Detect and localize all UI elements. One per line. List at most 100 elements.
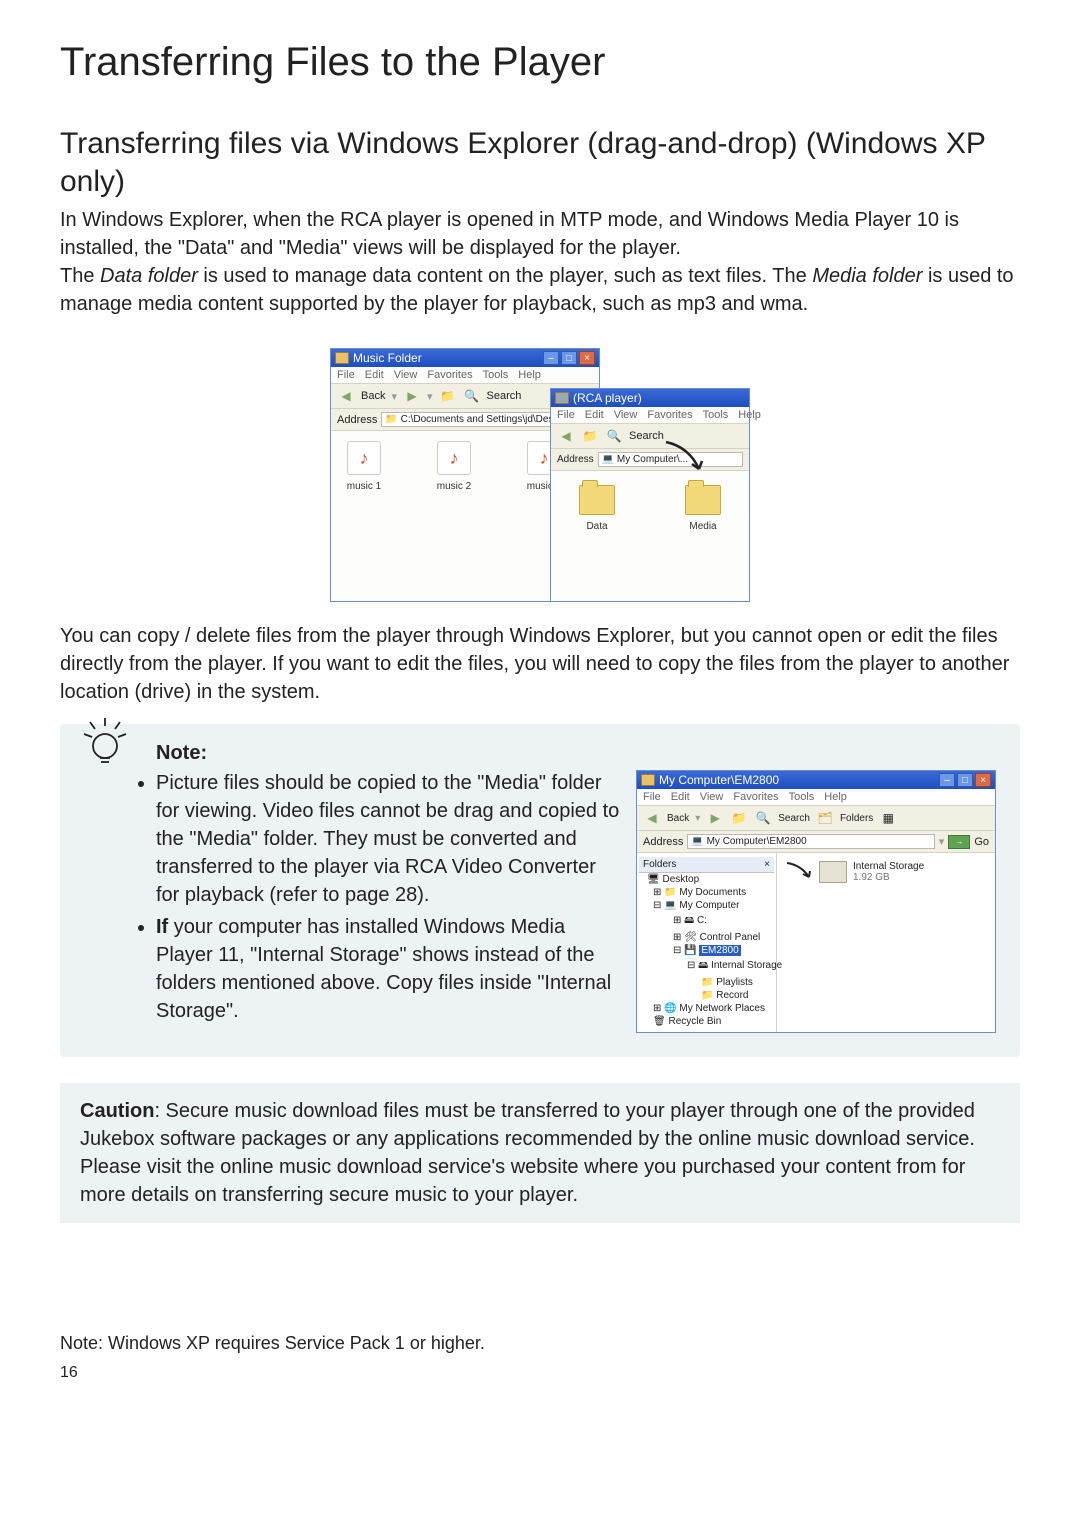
window-title: My Computer\EM2800 [659, 773, 779, 787]
folder-small-icon: 📁 [385, 414, 397, 425]
close-pane-icon[interactable]: × [764, 859, 770, 870]
up-icon[interactable]: 📁 [439, 387, 457, 405]
folder-item[interactable]: Media [678, 485, 728, 532]
footnote-sp1: Note: Windows XP requires Service Pack 1… [60, 1333, 1020, 1354]
note-heading: Note: [156, 742, 622, 765]
address-value: C:\Documents and Settings\jd\Des [401, 414, 554, 425]
maximize-button[interactable]: □ [561, 351, 577, 365]
minimize-button[interactable]: – [543, 351, 559, 365]
tree-c-drive[interactable]: ⊞ 🖴 C: [639, 912, 774, 931]
menu-edit[interactable]: Edit [585, 409, 604, 421]
device-icon [555, 392, 569, 404]
menu-edit[interactable]: Edit [671, 791, 690, 803]
callout-arrow-icon [785, 861, 813, 883]
tree-playlists[interactable]: 📁 Playlists [639, 976, 774, 989]
go-button[interactable]: → [948, 835, 970, 849]
menu-tools[interactable]: Tools [703, 409, 729, 421]
file-name: music 1 [347, 481, 381, 492]
menu-view[interactable]: View [700, 791, 724, 803]
lightbulb-icon [78, 716, 132, 779]
if-bold: If [156, 916, 168, 938]
music-file-icon: ♪ [347, 441, 381, 475]
tree-internal-storage[interactable]: ⊟ 🖴 Internal Storage [639, 957, 774, 976]
section-heading: Transferring files via Windows Explorer … [60, 125, 1020, 200]
menu-help[interactable]: Help [824, 791, 847, 803]
file-item[interactable]: ♪ music 1 [339, 441, 389, 583]
window-titlebar: My Computer\EM2800 – □ × [637, 771, 995, 789]
menu-view[interactable]: View [394, 369, 418, 381]
menu-help[interactable]: Help [518, 369, 541, 381]
back-icon[interactable]: ◀ [643, 809, 661, 827]
device-small-icon: 💻 [691, 836, 703, 847]
storage-size: 1.92 GB [853, 872, 924, 883]
forward-icon[interactable]: ▶ [403, 387, 421, 405]
note-list: Picture files should be copied to the "M… [136, 769, 622, 1025]
search-label: Search [629, 430, 664, 442]
caution-label: Caution [80, 1100, 154, 1122]
device-small-icon: 💻 [602, 454, 614, 465]
content-pane: Internal Storage 1.92 GB [777, 853, 995, 1032]
caution-panel: Caution: Secure music download files mus… [60, 1083, 1020, 1223]
address-bar: Address 💻 My Computer\EM2800 ▾ → Go [637, 831, 995, 853]
folder-list: Data Media [551, 471, 749, 548]
minimize-button[interactable]: – [939, 773, 955, 787]
folder-item[interactable]: Data [572, 485, 622, 532]
tree-control-panel[interactable]: ⊞ 🛠 Control Panel [639, 931, 774, 944]
address-input[interactable]: 💻 My Computer\EM2800 [687, 834, 934, 849]
emphasis-data-folder: Data folder [100, 265, 198, 287]
back-icon[interactable]: ◀ [337, 387, 355, 405]
forward-icon[interactable]: ▶ [706, 809, 724, 827]
tree-desktop[interactable]: 🖥 Desktop [639, 873, 774, 886]
close-button[interactable]: × [975, 773, 991, 787]
menu-bar: File Edit View Favorites Tools Help [331, 367, 599, 384]
search-icon[interactable]: 🔍 [754, 809, 772, 827]
paragraph-intro-2: The Data folder is used to manage data c… [60, 262, 1020, 318]
address-label: Address [643, 836, 683, 848]
maximize-button[interactable]: □ [957, 773, 973, 787]
menu-file[interactable]: File [557, 409, 575, 421]
internal-storage-screenshot: My Computer\EM2800 – □ × File Edit View … [636, 770, 996, 1033]
folders-icon[interactable]: 🗂 [816, 809, 834, 827]
menu-favorites[interactable]: Favorites [647, 409, 692, 421]
close-button[interactable]: × [579, 351, 595, 365]
menu-file[interactable]: File [643, 791, 661, 803]
screenshot-dual-windows: Music Folder – □ × File Edit View Favori… [60, 348, 1020, 602]
file-item[interactable]: ♪ music 2 [429, 441, 479, 583]
up-icon[interactable]: 📁 [730, 809, 748, 827]
tree-mydocs[interactable]: ⊞ 📁 My Documents [639, 886, 774, 899]
note-item-wmp11: If your computer has installed Windows M… [156, 913, 622, 1025]
search-label: Search [487, 390, 522, 402]
menu-tools[interactable]: Tools [483, 369, 509, 381]
menu-favorites[interactable]: Favorites [427, 369, 472, 381]
menu-help[interactable]: Help [738, 409, 761, 421]
tree-mycomputer[interactable]: ⊟ 💻 My Computer [639, 899, 774, 912]
views-icon[interactable]: ▦ [879, 809, 897, 827]
search-icon[interactable]: 🔍 [463, 387, 481, 405]
folder-name: Media [689, 521, 716, 532]
menu-file[interactable]: File [337, 369, 355, 381]
window-title: (RCA player) [573, 391, 642, 405]
tree-network-places[interactable]: ⊞ 🌐 My Network Places [639, 1002, 774, 1015]
window-titlebar: (RCA player) [551, 389, 749, 407]
tree-recycle-bin[interactable]: 🗑 Recycle Bin [639, 1015, 774, 1028]
tree-header: Folders × [639, 857, 774, 873]
address-label: Address [557, 454, 594, 465]
search-icon[interactable]: 🔍 [605, 427, 623, 445]
menu-view[interactable]: View [614, 409, 638, 421]
address-value: My Computer\EM2800 [707, 836, 807, 847]
menu-edit[interactable]: Edit [365, 369, 384, 381]
menu-tools[interactable]: Tools [789, 791, 815, 803]
storage-item[interactable]: Internal Storage 1.92 GB [819, 861, 924, 883]
up-icon[interactable]: 📁 [581, 427, 599, 445]
drag-arrow-icon [661, 437, 711, 487]
tree-em2800[interactable]: ⊟ 💾 EM2800 [639, 944, 774, 957]
menu-bar: File Edit View Favorites Tools Help [637, 789, 995, 806]
emphasis-media-folder: Media folder [812, 265, 922, 287]
tree-record[interactable]: 📁 Record [639, 989, 774, 1002]
page-title: Transferring Files to the Player [60, 40, 1020, 85]
folders-tree-pane: Folders × 🖥 Desktop ⊞ 📁 My Documents ⊟ 💻… [637, 853, 777, 1032]
paragraph-copy-delete: You can copy / delete files from the pla… [60, 622, 1020, 706]
menu-favorites[interactable]: Favorites [733, 791, 778, 803]
window-title: Music Folder [353, 351, 422, 365]
back-icon[interactable]: ◀ [557, 427, 575, 445]
